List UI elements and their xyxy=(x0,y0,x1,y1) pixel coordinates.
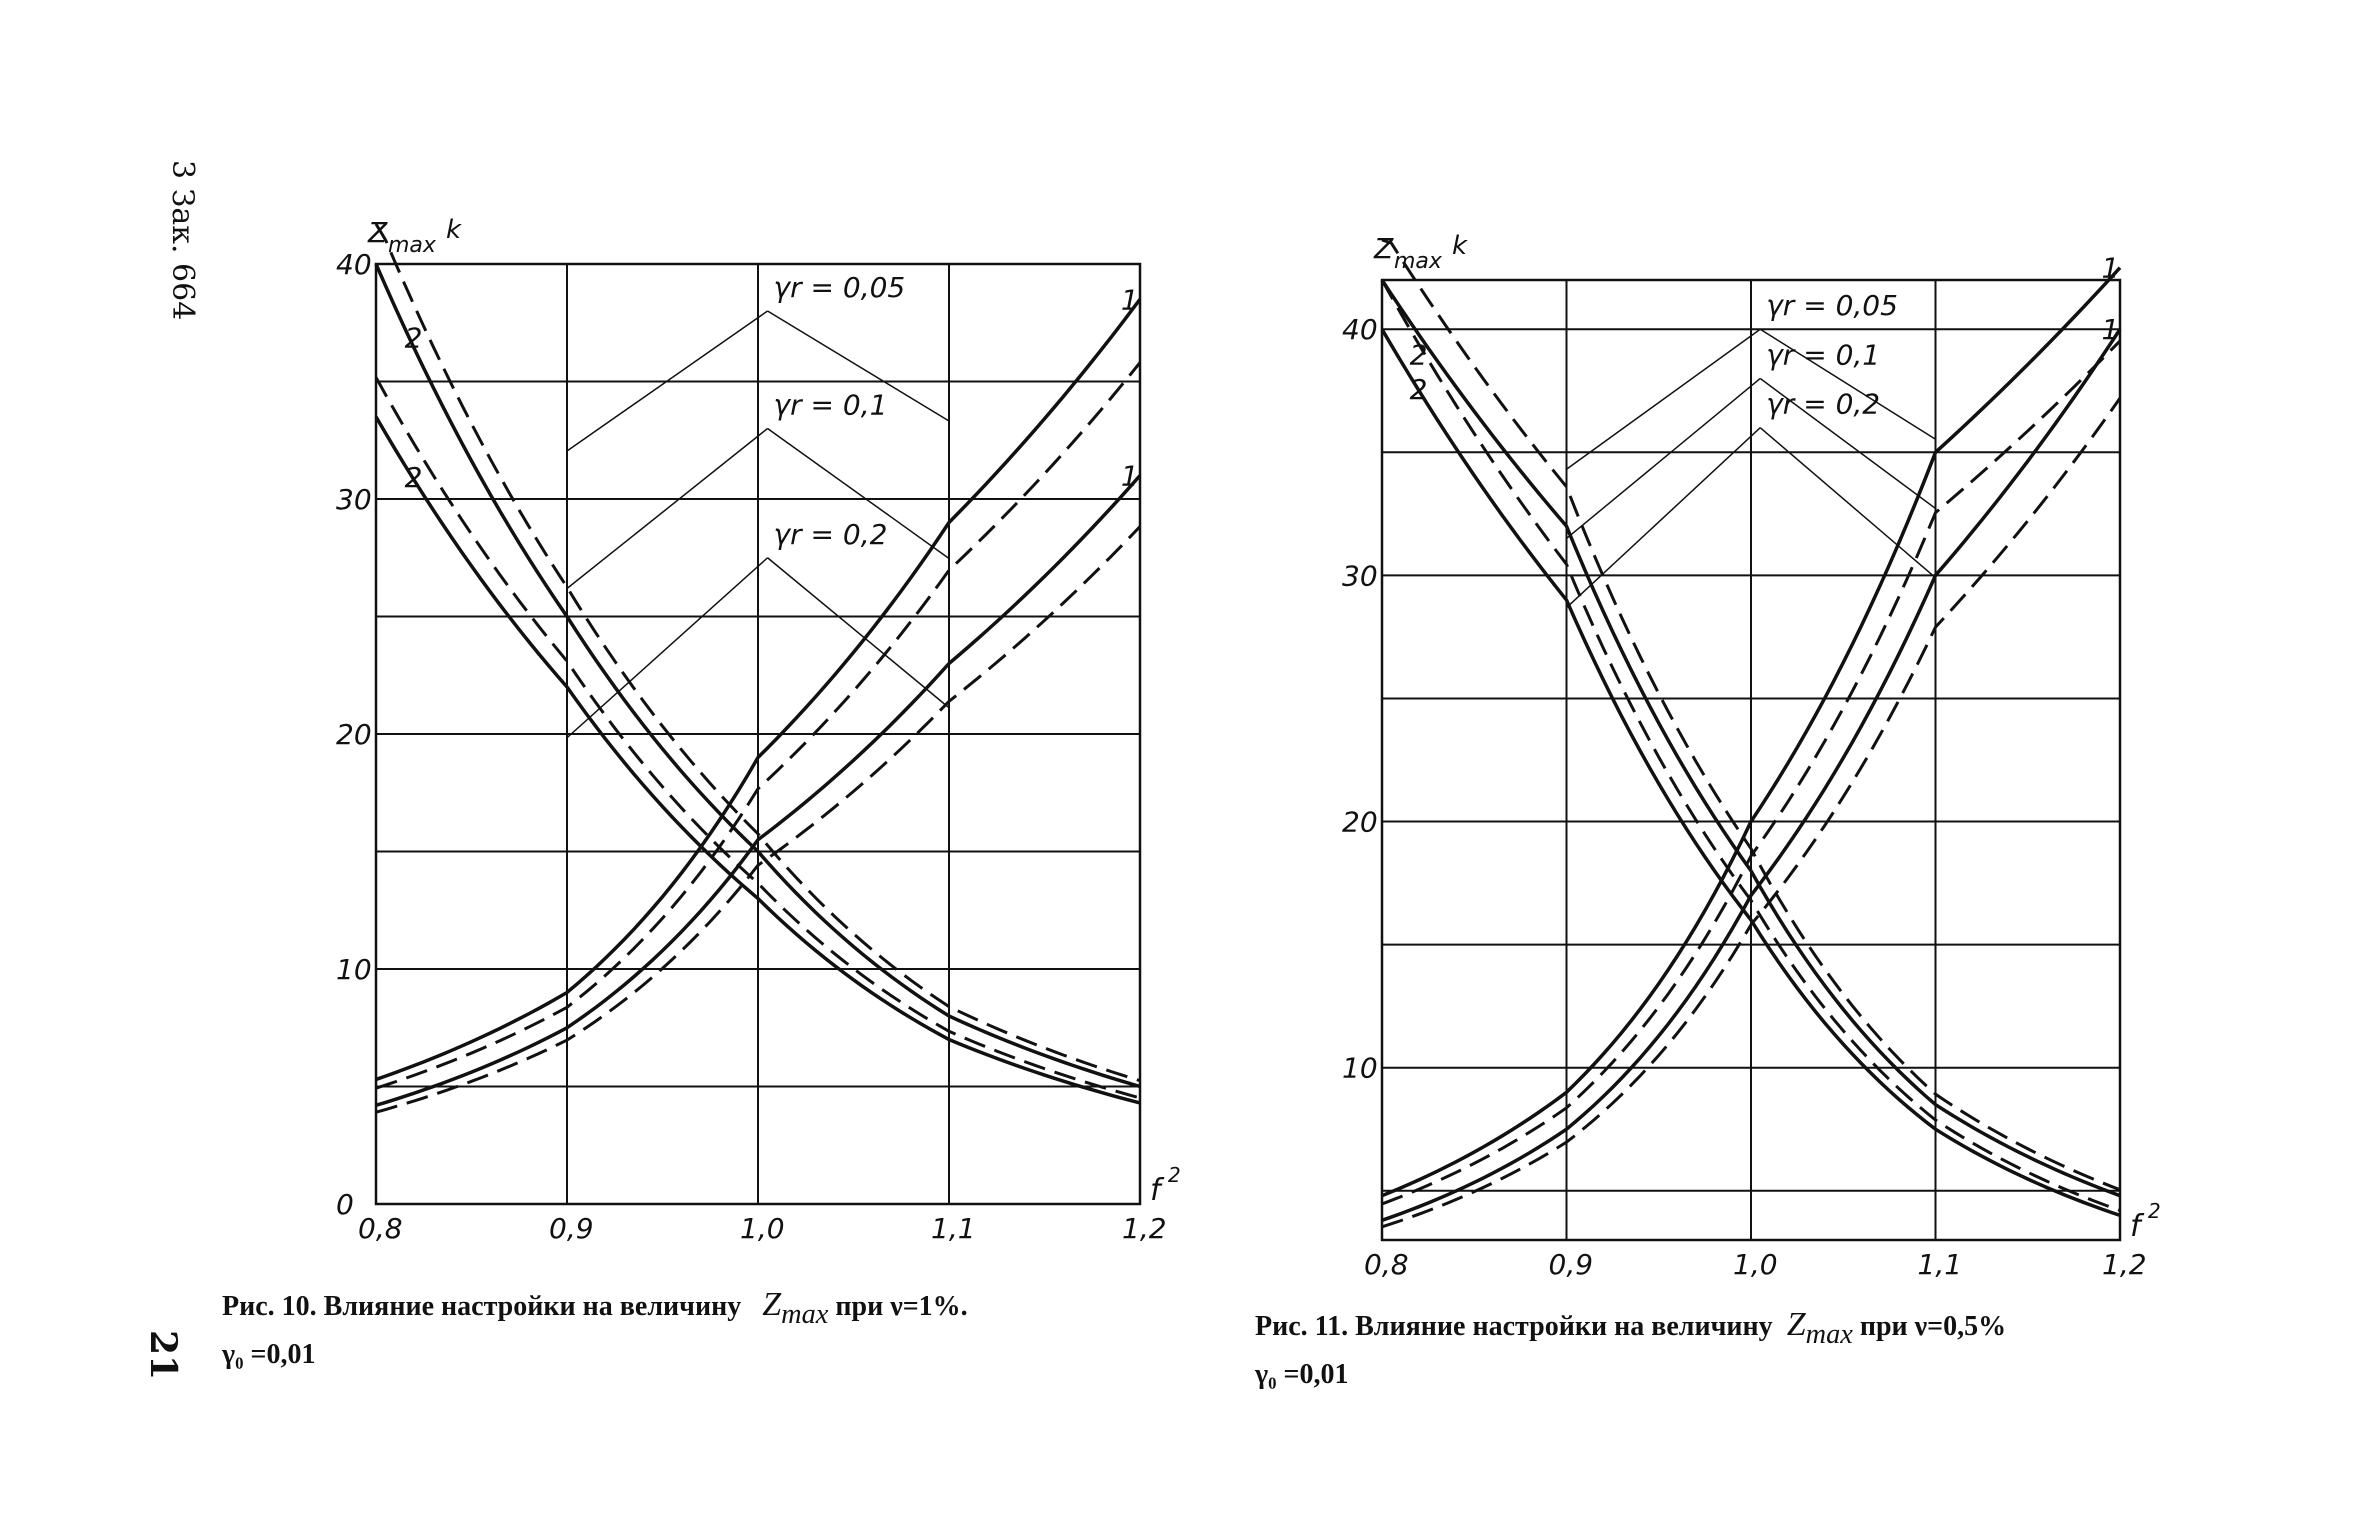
curve-solid xyxy=(374,263,1141,1089)
parameter-line-right xyxy=(1759,377,1936,510)
figure-11-caption-var: Z xyxy=(1786,1306,1806,1343)
y-axis-label-sub: max xyxy=(1394,249,1443,274)
x-tick-label: 1,1 xyxy=(1918,1248,1963,1280)
y-tick-label: 40 xyxy=(336,248,372,281)
figure-10-caption-line2: γ₀ =0,01 xyxy=(222,1338,316,1370)
x-tick-label: 1,0 xyxy=(1733,1248,1778,1280)
curve-label: 2 xyxy=(1410,339,1428,372)
figure-10-parameter-lines xyxy=(566,310,950,739)
figure-11-caption-prefix: Рис. 11. Влияние настройки на величину xyxy=(1255,1311,1773,1342)
curve-solid xyxy=(1381,266,2122,1198)
parameter-line-left xyxy=(566,310,768,452)
parameter-line-right xyxy=(1759,328,1936,440)
parameter-label: γr = 0,05 xyxy=(774,271,906,304)
y-tick-label: 30 xyxy=(1342,559,1378,592)
figure-11-caption: Рис. 11. Влияние настройки на величину Z… xyxy=(1255,1305,2255,1395)
figure-11-caption-line2: γ₀ =0,01 xyxy=(1255,1358,1349,1390)
x-axis-label-sup: 2 xyxy=(2148,1199,2161,1223)
x-axis-label-sup: 2 xyxy=(1168,1163,1181,1187)
y-tick-label: 10 xyxy=(336,953,372,986)
parameter-line-right xyxy=(1759,427,1936,579)
parameter-label: γr = 0,2 xyxy=(774,518,888,551)
parameter-line-right xyxy=(767,557,950,709)
figure-11-caption-suffix: при ν=0,5% xyxy=(1859,1311,2007,1342)
y-axis-label-sub: max xyxy=(388,233,437,258)
y-tick-label: 30 xyxy=(336,483,372,516)
parameter-label: γr = 0,1 xyxy=(1766,338,1880,371)
page-number: 21 xyxy=(142,1330,184,1381)
parameter-label: γr = 0,2 xyxy=(1766,388,1880,421)
x-tick-label: 1,0 xyxy=(740,1212,785,1245)
y-tick-label: 20 xyxy=(336,718,372,751)
x-axis-label: f xyxy=(2130,1209,2145,1244)
x-tick-label: 0,9 xyxy=(549,1212,594,1245)
parameter-line-left xyxy=(1566,377,1761,540)
x-tick-label: 0,9 xyxy=(1549,1248,1594,1280)
y-axis-label-k: k xyxy=(1452,231,1468,261)
y-tick-label: 0 xyxy=(336,1188,354,1221)
figure-10-curves xyxy=(374,223,1142,1114)
curve-label: 2 xyxy=(405,322,423,355)
curve-label: 1 xyxy=(2102,252,2120,285)
figure-10-caption-prefix: Рис. 10. Влияние настройки на величину xyxy=(222,1291,742,1322)
curve-dashed xyxy=(1380,279,2121,1212)
curve-label: 1 xyxy=(1121,460,1139,493)
curve-label: 1 xyxy=(1121,283,1139,316)
figure-11-caption-var-sub: max xyxy=(1805,1318,1853,1350)
y-axis-label: Z xyxy=(367,216,388,249)
figure-10-caption: Рис. 10. Влияние настройки на величину Z… xyxy=(222,1285,1222,1375)
figure-10-caption-suffix: при ν=1%. xyxy=(835,1291,968,1322)
parameter-line-left xyxy=(566,557,769,739)
figure-11-grid xyxy=(1380,278,2122,1242)
x-tick-label: 0,8 xyxy=(358,1212,403,1245)
curve-solid xyxy=(375,474,1142,1107)
curve-solid xyxy=(1380,328,2121,1218)
x-tick-label: 0,8 xyxy=(1364,1248,1409,1280)
curve-solid xyxy=(1380,279,2121,1198)
curve-label: 1 xyxy=(2102,313,2120,346)
curve-dashed xyxy=(375,525,1142,1114)
x-axis-label: f xyxy=(1150,1173,1165,1208)
parameter-line-left xyxy=(1565,427,1761,609)
curve-dashed xyxy=(1381,339,2122,1206)
curve-label: 2 xyxy=(1410,373,1428,406)
figure-11-parameter-lines xyxy=(1565,328,1936,609)
parameter-line-left xyxy=(566,427,769,590)
figure-10-caption-var: Z xyxy=(762,1286,782,1323)
margin-note: 3 Зак. 664 xyxy=(165,160,200,321)
curve-dashed xyxy=(374,223,1141,1083)
x-tick-label: 1,1 xyxy=(931,1212,976,1245)
y-axis-label-k: k xyxy=(446,215,462,245)
parameter-line-right xyxy=(767,427,950,560)
parameter-line-right xyxy=(767,310,950,422)
curve-dashed xyxy=(374,376,1141,1100)
parameter-label: γr = 0,1 xyxy=(774,389,888,422)
curve-solid xyxy=(375,298,1142,1082)
curve-dashed xyxy=(375,361,1142,1090)
curve-label: 2 xyxy=(405,461,423,494)
y-tick-label: 20 xyxy=(1342,806,1378,839)
figure-11-curves xyxy=(1380,238,2122,1229)
curve-solid xyxy=(374,415,1141,1105)
y-tick-label: 10 xyxy=(1342,1052,1378,1085)
curve-dashed xyxy=(1381,238,2121,1192)
parameter-line-left xyxy=(1566,328,1761,470)
curve-solid xyxy=(1381,328,2122,1222)
x-tick-label: 1,2 xyxy=(2102,1248,2147,1280)
parameter-label: γr = 0,05 xyxy=(1766,289,1898,322)
x-tick-label: 1,2 xyxy=(1122,1212,1167,1245)
curve-dashed xyxy=(1381,397,2122,1229)
y-tick-label: 40 xyxy=(1342,313,1378,346)
y-axis-label: Z xyxy=(1373,232,1394,265)
figure-10-caption-var-sub: max xyxy=(781,1298,829,1330)
